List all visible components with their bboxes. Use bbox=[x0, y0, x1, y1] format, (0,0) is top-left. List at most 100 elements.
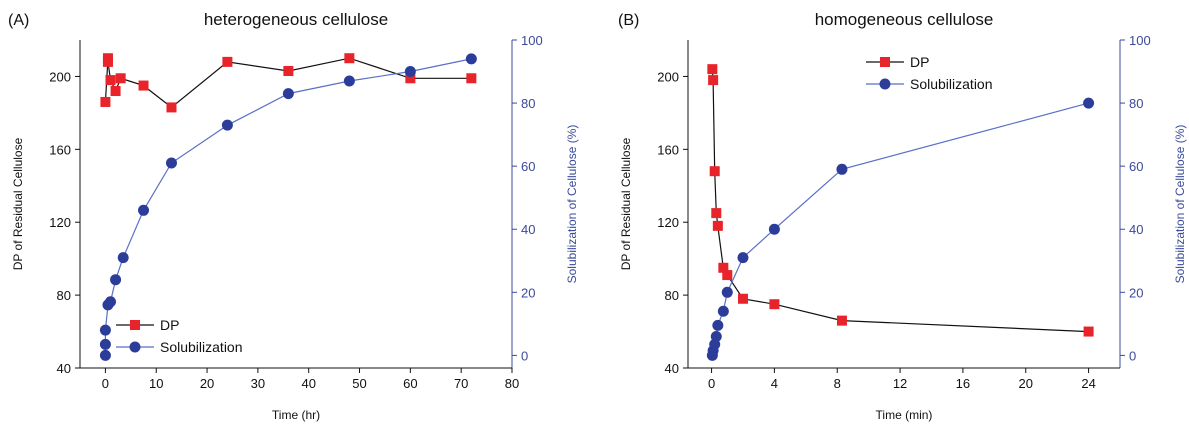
data-point-dp bbox=[100, 96, 111, 107]
x-tick-label: 40 bbox=[301, 376, 315, 391]
x-tick-label: 30 bbox=[251, 376, 265, 391]
y-right-tick-label: 40 bbox=[521, 222, 535, 237]
legend: DP Solubilization bbox=[866, 54, 993, 92]
x-tick-label: 24 bbox=[1081, 376, 1095, 391]
y-left-tick-label: 80 bbox=[665, 288, 679, 303]
y-left-tick-label: 40 bbox=[665, 361, 679, 376]
y-left-tick-label: 200 bbox=[49, 69, 71, 84]
y-right-tick-label: 20 bbox=[521, 285, 535, 300]
legend-label-solubilization: Solubilization bbox=[160, 339, 243, 355]
panel-label: (A) bbox=[8, 12, 29, 29]
y-left-tick-label: 40 bbox=[57, 361, 71, 376]
data-point-solubilization bbox=[710, 330, 722, 342]
data-point-solubilization bbox=[117, 252, 129, 264]
data-point-solubilization bbox=[712, 319, 724, 331]
legend-label-dp: DP bbox=[910, 54, 929, 70]
data-point-solubilization bbox=[104, 296, 116, 308]
x-tick-label: 80 bbox=[505, 376, 519, 391]
y-right-tick-label: 60 bbox=[521, 159, 535, 174]
series-line-solubilization bbox=[104, 58, 472, 356]
data-point-dp bbox=[115, 73, 126, 84]
data-point-solubilization bbox=[282, 88, 294, 100]
x-tick-label: 8 bbox=[834, 376, 841, 391]
data-point-solubilization bbox=[110, 274, 122, 286]
data-point-dp bbox=[718, 262, 729, 273]
data-point-dp bbox=[138, 80, 149, 91]
y-right-tick-label: 100 bbox=[521, 33, 543, 48]
x-tick-label: 20 bbox=[200, 376, 214, 391]
data-point-solubilization bbox=[836, 163, 848, 175]
x-axis-label: Time (hr) bbox=[272, 408, 320, 422]
series-line-dp bbox=[104, 57, 472, 109]
y-left-tick-label: 120 bbox=[657, 215, 679, 230]
data-point-dp bbox=[712, 220, 723, 231]
data-point-dp bbox=[105, 75, 116, 86]
legend-marker-dp bbox=[130, 320, 140, 330]
panel-label: (B) bbox=[618, 12, 639, 29]
data-point-dp bbox=[708, 75, 719, 86]
data-point-dp bbox=[711, 208, 722, 219]
data-point-solubilization bbox=[465, 53, 477, 65]
data-point-solubilization bbox=[165, 157, 177, 169]
chart-title: homogeneous cellulose bbox=[815, 10, 994, 29]
legend-label-dp: DP bbox=[160, 317, 179, 333]
data-point-dp bbox=[722, 270, 733, 281]
y-right-tick-label: 80 bbox=[1129, 96, 1143, 111]
y-left-tick-label: 200 bbox=[657, 69, 679, 84]
x-tick-label: 0 bbox=[102, 376, 109, 391]
y-right-tick-label: 100 bbox=[1129, 33, 1151, 48]
data-point-solubilization bbox=[99, 324, 111, 336]
y-right-tick-label: 40 bbox=[1129, 222, 1143, 237]
x-tick-label: 70 bbox=[454, 376, 468, 391]
data-point-solubilization bbox=[99, 338, 111, 350]
data-point-solubilization bbox=[138, 204, 150, 216]
y-right-tick-label: 0 bbox=[521, 348, 528, 363]
data-point-dp bbox=[166, 102, 177, 113]
data-point-solubilization bbox=[404, 66, 416, 78]
x-tick-label: 10 bbox=[149, 376, 163, 391]
y-left-axis-label: DP of Residual Cellulose bbox=[619, 137, 633, 270]
data-point-dp bbox=[737, 293, 748, 304]
y-right-axis-label: Solubilization of Cellulose (%) bbox=[565, 125, 579, 284]
data-point-dp bbox=[707, 64, 718, 75]
x-tick-label: 12 bbox=[893, 376, 907, 391]
data-point-solubilization bbox=[221, 119, 233, 131]
y-right-tick-label: 20 bbox=[1129, 285, 1143, 300]
data-point-solubilization bbox=[721, 286, 733, 298]
legend: DP Solubilization bbox=[116, 317, 243, 355]
y-right-axis-label: Solubilization of Cellulose (%) bbox=[1173, 125, 1187, 284]
legend-marker-solubilization bbox=[879, 78, 891, 90]
legend-marker-solubilization bbox=[129, 341, 141, 353]
data-point-dp bbox=[344, 53, 355, 64]
y-right-tick-label: 0 bbox=[1129, 348, 1136, 363]
data-point-solubilization bbox=[717, 305, 729, 317]
chart-panel-b: 0 4 8 12 16 20 24 40 80 120 160 200 0 20 40 60 80 100 (B) h… bbox=[618, 10, 1187, 422]
data-point-dp bbox=[769, 299, 780, 310]
data-point-dp bbox=[405, 73, 416, 84]
data-point-dp bbox=[110, 86, 121, 97]
y-right-tick-label: 60 bbox=[1129, 159, 1143, 174]
data-point-solubilization bbox=[768, 223, 780, 235]
data-point-dp bbox=[836, 315, 847, 326]
x-axis-label: Time (min) bbox=[876, 408, 933, 422]
data-point-solubilization bbox=[1083, 97, 1095, 109]
legend-label-solubilization: Solubilization bbox=[910, 76, 993, 92]
x-tick-label: 0 bbox=[708, 376, 715, 391]
y-left-tick-label: 120 bbox=[49, 215, 71, 230]
y-left-axis-label: DP of Residual Cellulose bbox=[11, 137, 25, 270]
x-tick-label: 60 bbox=[403, 376, 417, 391]
data-point-dp bbox=[222, 56, 233, 67]
y-left-tick-label: 160 bbox=[49, 142, 71, 157]
legend-marker-dp bbox=[880, 57, 890, 67]
data-point-dp bbox=[283, 65, 294, 76]
data-point-solubilization bbox=[99, 349, 111, 361]
y-right-tick-label: 80 bbox=[521, 96, 535, 111]
x-tick-label: 16 bbox=[956, 376, 970, 391]
data-point-solubilization bbox=[343, 75, 355, 87]
data-point-dp bbox=[709, 166, 720, 177]
data-point-dp bbox=[466, 73, 477, 84]
x-tick-label: 4 bbox=[771, 376, 778, 391]
chart-title: heterogeneous cellulose bbox=[204, 10, 388, 29]
